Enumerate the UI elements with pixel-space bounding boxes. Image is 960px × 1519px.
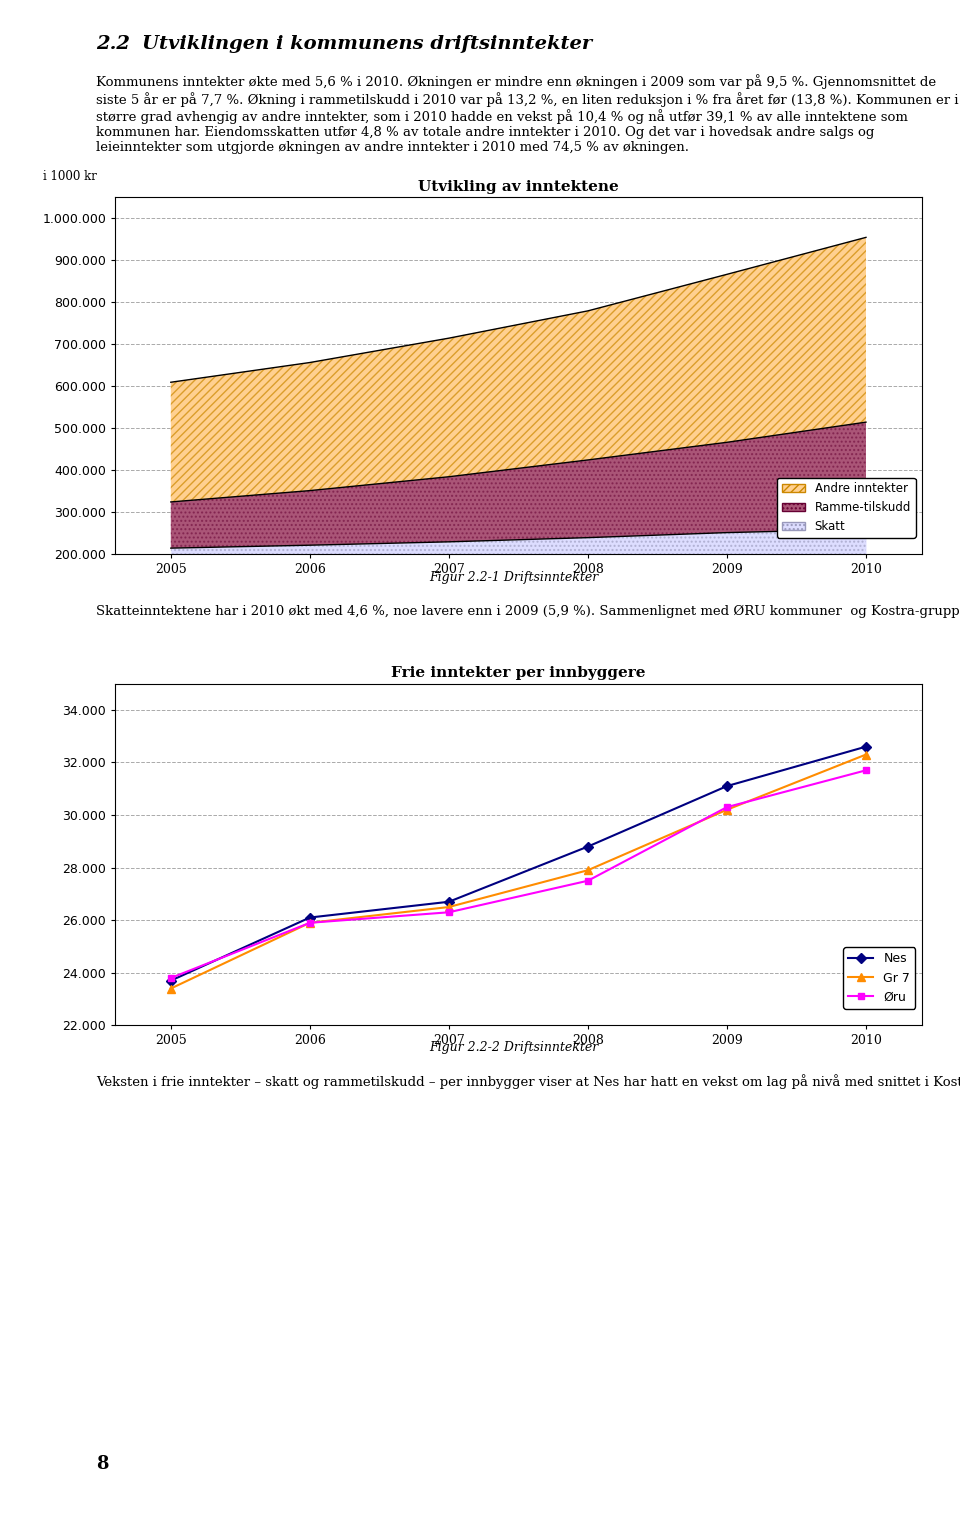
Gr 7 <box>582 861 593 880</box>
Legend: Nes, Gr 7, Øru: Nes, Gr 7, Øru <box>844 948 915 1009</box>
Text: Utviklingen i kommunens driftsinntekter: Utviklingen i kommunens driftsinntekter <box>142 35 592 53</box>
Text: Figur 2.2-2 Driftsinntekter: Figur 2.2-2 Driftsinntekter <box>429 1041 598 1054</box>
Øru <box>165 969 177 987</box>
Text: Figur 2.2-1 Driftsinntekter: Figur 2.2-1 Driftsinntekter <box>429 571 598 585</box>
Nes <box>860 738 872 756</box>
Nes <box>304 908 316 927</box>
Øru <box>860 761 872 779</box>
Gr 7 <box>444 898 455 916</box>
Line: Nes: Nes <box>167 743 870 984</box>
Øru <box>444 904 455 922</box>
Nes <box>165 972 177 990</box>
Øru <box>582 872 593 890</box>
Line: Gr 7: Gr 7 <box>167 750 870 993</box>
Øru <box>721 797 732 816</box>
Text: Skatteinntektene har i 2010 økt med 4,6 %, noe lavere enn i 2009 (5,9 %). Sammen: Skatteinntektene har i 2010 økt med 4,6 … <box>96 603 960 618</box>
Line: Øru: Øru <box>167 767 870 981</box>
Øru <box>304 914 316 933</box>
Text: 2.2: 2.2 <box>96 35 130 53</box>
Text: 8: 8 <box>96 1455 108 1473</box>
Nes <box>444 893 455 911</box>
Gr 7 <box>860 746 872 764</box>
Text: Kommunens inntekter økte med 5,6 % i 2010. Økningen er mindre enn økningen i 200: Kommunens inntekter økte med 5,6 % i 201… <box>96 74 958 153</box>
Legend: Andre inntekter, Ramme-tilskudd, Skatt: Andre inntekter, Ramme-tilskudd, Skatt <box>777 477 916 538</box>
Nes <box>721 778 732 796</box>
Text: Veksten i frie inntekter – skatt og rammetilskudd – per innbygger viser at Nes h: Veksten i frie inntekter – skatt og ramm… <box>96 1074 960 1089</box>
Gr 7 <box>721 801 732 819</box>
Title: Frie inntekter per innbyggere: Frie inntekter per innbyggere <box>391 665 646 679</box>
Gr 7 <box>165 980 177 998</box>
Title: Utvikling av inntektene: Utvikling av inntektene <box>418 179 619 193</box>
Text: i 1000 kr: i 1000 kr <box>42 170 97 184</box>
Nes <box>582 837 593 855</box>
Gr 7 <box>304 914 316 933</box>
